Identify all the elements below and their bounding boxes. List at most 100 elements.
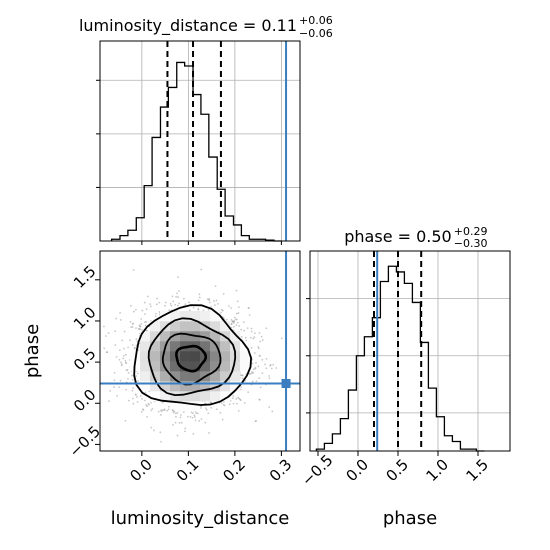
joint-sample-point xyxy=(121,339,124,342)
joint-density-cell xyxy=(230,341,241,352)
joint-sample-point xyxy=(249,336,252,339)
joint-sample-point xyxy=(255,380,258,383)
joint-density-cell xyxy=(180,311,191,322)
joint-sample-point xyxy=(240,385,242,388)
joint-sample-point xyxy=(200,268,203,271)
joint-sample-point xyxy=(172,300,175,303)
joint-sample-point xyxy=(114,330,117,333)
joint-sample-point xyxy=(222,400,225,403)
joint-sample-point xyxy=(132,310,135,313)
joint-density-cell xyxy=(210,331,221,342)
joint-density-cell xyxy=(180,391,191,402)
hist-ph-title: phase = 0.50 xyxy=(344,227,451,246)
joint-sample-point xyxy=(183,297,185,300)
joint-sample-point xyxy=(280,337,283,340)
joint-sample-point xyxy=(268,377,271,380)
joint-density-cell xyxy=(200,361,211,372)
joint-density-cell xyxy=(210,371,221,382)
joint-sample-point xyxy=(122,354,125,357)
joint-density-cell xyxy=(150,351,161,362)
joint-sample-point xyxy=(272,363,275,366)
joint-sample-point xyxy=(182,411,185,413)
hist-ld-frame xyxy=(99,40,301,242)
hist-ph-xtick-label: 0.0 xyxy=(342,455,372,485)
joint-sample-point xyxy=(119,379,122,382)
joint-sample-point xyxy=(220,311,223,314)
joint-sample-point xyxy=(208,432,210,434)
joint-sample-point xyxy=(113,386,115,388)
joint-sample-point xyxy=(131,374,133,377)
joint-sample-point xyxy=(124,359,127,362)
joint-sample-point xyxy=(228,305,230,307)
joint-sample-point xyxy=(178,302,180,305)
joint-sample-point xyxy=(232,402,235,405)
joint-sample-point xyxy=(225,318,228,321)
joint-sample-point xyxy=(250,371,253,373)
joint-density-cell xyxy=(180,371,191,382)
joint-sample-point xyxy=(198,420,201,422)
joint-sample-point xyxy=(260,335,263,338)
joint-density-cell xyxy=(220,341,231,352)
joint-density-cell xyxy=(240,361,251,372)
hist-ph-bars-outline xyxy=(315,265,485,452)
hist-bin xyxy=(380,281,388,451)
joint-sample-point xyxy=(141,328,143,331)
joint-sample-point xyxy=(103,325,105,328)
joint-sample-point xyxy=(178,290,180,292)
hist-ld-bars-outline xyxy=(110,61,282,242)
joint-density-cell xyxy=(150,361,161,372)
joint-contour-line xyxy=(147,317,237,397)
joint-sample-point xyxy=(253,336,256,339)
joint-sample-point xyxy=(254,367,257,370)
joint-sample-point xyxy=(259,340,262,343)
joint-sample-point xyxy=(220,402,223,404)
joint-sample-point xyxy=(192,306,195,309)
joint-sample-point xyxy=(233,316,236,319)
joint-sample-point xyxy=(253,352,256,354)
joint-density-cell xyxy=(240,351,251,362)
hist-bin xyxy=(177,62,185,241)
joint-sample-point xyxy=(177,276,180,279)
hist-bin xyxy=(193,95,201,241)
joint-sample-point xyxy=(207,308,210,311)
joint-sample-point xyxy=(233,320,236,323)
joint-sample-point xyxy=(115,356,118,358)
joint-sample-point xyxy=(199,407,202,409)
joint-sample-point xyxy=(176,292,178,295)
joint-density-cell xyxy=(180,331,191,342)
joint-density-cell xyxy=(190,381,201,392)
joint-sample-point xyxy=(179,416,182,419)
joint-sample-point xyxy=(162,409,164,412)
joint-sample-point xyxy=(119,319,122,321)
hist-ld-title-upper: +0.06 xyxy=(299,14,333,27)
joint-sample-point xyxy=(213,304,216,307)
joint-density-cell xyxy=(150,381,161,392)
joint-ytick-label: 1.5 xyxy=(70,262,100,292)
hist-ph-xtick-label: −0.5 xyxy=(298,451,336,489)
hist-ld-title-lower: −0.06 xyxy=(299,27,333,40)
joint-ytick-label: 1.0 xyxy=(70,303,100,333)
joint-xtick-label: 0.3 xyxy=(266,455,296,485)
joint-frame xyxy=(99,250,301,452)
joint-sample-point xyxy=(200,418,203,420)
joint-sample-point xyxy=(172,423,174,426)
joint-sample-point xyxy=(264,363,266,366)
joint-sample-point xyxy=(232,395,235,397)
joint-sample-point xyxy=(131,389,134,392)
joint-sample-point xyxy=(237,409,240,412)
joint-sample-point xyxy=(243,402,246,404)
joint-density-cell xyxy=(230,361,241,372)
joint-sample-point xyxy=(244,336,247,339)
joint-sample-point xyxy=(257,365,260,368)
joint-sample-point xyxy=(250,327,253,330)
joint-sample-point xyxy=(128,399,130,402)
hist-ph-title-lower: −0.30 xyxy=(454,237,488,250)
joint-density-cell xyxy=(140,341,151,352)
hist-ld-bars xyxy=(110,61,282,242)
joint-sample-point xyxy=(240,335,243,338)
joint-sample-point xyxy=(131,378,134,381)
joint-sample-point xyxy=(180,414,182,416)
joint-sample-point xyxy=(143,301,146,304)
joint-density-cell xyxy=(190,351,201,362)
